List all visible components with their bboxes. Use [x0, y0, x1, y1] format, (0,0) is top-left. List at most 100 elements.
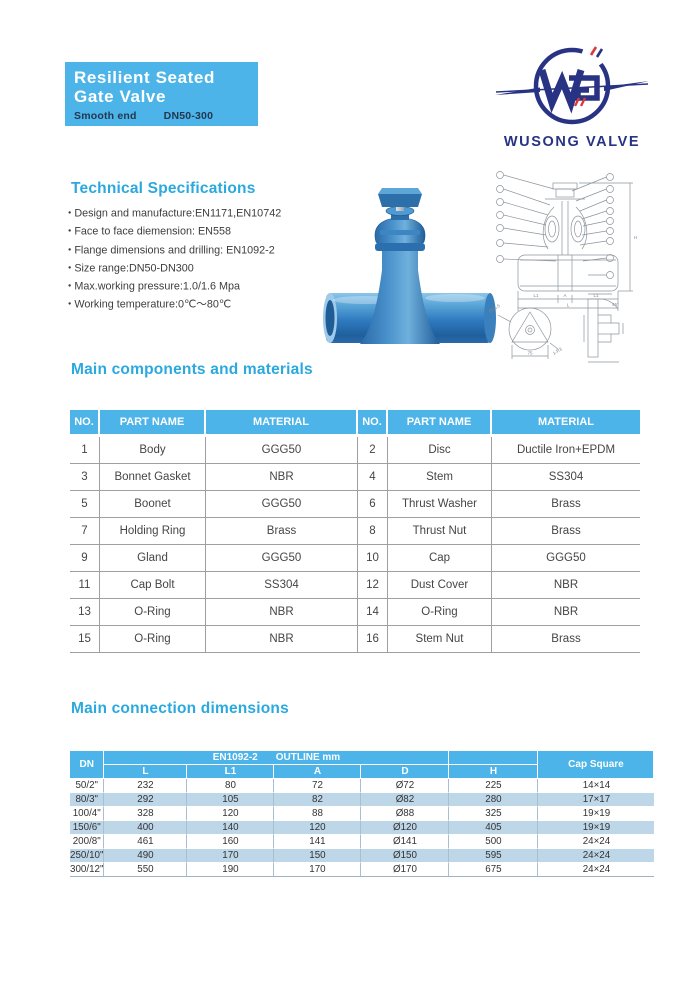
standard-label: EN1092-2 [212, 752, 258, 763]
logo-mark-icon [495, 45, 649, 125]
title-block: Resilient Seated Gate Valve Smooth end D… [65, 62, 258, 126]
valve-photo [323, 188, 496, 344]
table-cell: O-Ring [100, 626, 206, 653]
spec-item: Max.working pressure:1.0/1.6 Mpa [68, 278, 281, 296]
logo-wing-right [604, 81, 649, 91]
spec-item: Design and manufacture:EN1171,EN10742 [68, 205, 281, 223]
table-cell: 328 [104, 807, 188, 821]
table-cell: 100/4" [70, 807, 105, 821]
valve-pipe-bore-left [325, 300, 335, 336]
table-row: 150/6" 400 140 120 Ø120 405 19×19 [70, 821, 655, 835]
table-cell: 550 [104, 863, 188, 877]
table-cell: NBR [206, 599, 358, 626]
components-table-body: 1 Body GGG50 2 Disc Ductile Iron+EPDM 3 Bonnet … [70, 437, 640, 653]
table-row: 200/8" 461 160 141 Ø141 500 24×24 [70, 835, 655, 849]
spec-list: Design and manufacture:EN1171,EN10742Fac… [68, 205, 281, 315]
table-cell: Ø82 [361, 793, 450, 807]
table-cell: Ø150 [361, 849, 450, 863]
logo-slash-navy-icon [595, 48, 604, 58]
table-cell: GGG50 [206, 491, 358, 518]
table-cell: 170 [274, 863, 362, 877]
table-cell: Gland [100, 545, 206, 572]
table-cell: 400 [104, 821, 188, 835]
dim-l1-right: L1 [593, 293, 599, 298]
table-row: 3 Bonnet Gasket NBR 4 Stem SS304 [70, 464, 640, 491]
table-row: 50/2" 232 80 72 Ø72 225 14×14 [70, 779, 655, 793]
col-cap-square: Cap Square [538, 751, 655, 779]
table-cell: Holding Ring [100, 518, 206, 545]
table-cell: NBR [492, 572, 640, 599]
col-dn: DN [70, 751, 105, 779]
detail-width-label: 75 [527, 351, 533, 356]
detail-diameter-label: Ø55.5 [488, 303, 501, 314]
table-cell: 1 [70, 437, 100, 464]
table-cell: 292 [104, 793, 188, 807]
table-cell: 141 [274, 835, 362, 849]
table-cell: 675 [449, 863, 539, 877]
col-no-left: NO. [70, 410, 100, 437]
table-cell: 10 [358, 545, 388, 572]
dim-a: A [563, 293, 566, 298]
table-cell: 80/3" [70, 793, 105, 807]
table-cell: 72 [274, 779, 362, 793]
table-cell: 14 [358, 599, 388, 626]
table-cell: Dust Cover [388, 572, 492, 599]
table-cell: O-Ring [100, 599, 206, 626]
detail-fillet-label: 1-R3 [552, 346, 563, 356]
table-row: 15 O-Ring NBR 16 Stem Nut Brass [70, 626, 640, 653]
table-row: 7 Holding Ring Brass 8 Thrust Nut Brass [70, 518, 640, 545]
col-a: A [274, 765, 362, 779]
table-cell: 15 [70, 626, 100, 653]
table-cell: 190 [187, 863, 275, 877]
table-row: 5 Boonet GGG50 6 Thrust Washer Brass [70, 491, 640, 518]
components-table: NO. PART NAME MATERIAL NO. PART NAME MAT… [70, 410, 640, 653]
dim-l1-left: L1 [533, 293, 539, 298]
table-cell: 7 [70, 518, 100, 545]
table-cell: SS304 [206, 572, 358, 599]
col-h-spacer [449, 751, 539, 765]
outline-label: OUTLINE mm [275, 752, 341, 763]
col-no-right: NO. [358, 410, 388, 437]
table-cell: NBR [492, 599, 640, 626]
table-cell: 2 [358, 437, 388, 464]
table-cell: 150 [274, 849, 362, 863]
dimensions-table: DN EN1092-2 OUTLINE mm Cap Square L L1 A … [70, 751, 655, 877]
dimensions-header-row1: DN EN1092-2 OUTLINE mm Cap Square [70, 751, 655, 779]
table-row: 9 Gland GGG50 10 Cap GGG50 [70, 545, 640, 572]
table-cell: Disc [388, 437, 492, 464]
logo-g-slash1-icon [573, 97, 581, 107]
table-cell: 13 [70, 599, 100, 626]
table-cell: 232 [104, 779, 188, 793]
table-cell: 5 [70, 491, 100, 518]
table-cell: 16 [358, 626, 388, 653]
product-title-line2: Gate Valve [74, 87, 167, 106]
logo-wordmark: WUSONG VALVE [503, 134, 641, 150]
table-cell: Ø141 [361, 835, 450, 849]
product-title: Resilient Seated Gate Valve [74, 68, 258, 106]
table-cell: 500 [449, 835, 539, 849]
table-cell: 6 [358, 491, 388, 518]
table-cell: 150/6" [70, 821, 105, 835]
table-row: 80/3" 292 105 82 Ø82 280 17×17 [70, 793, 655, 807]
col-l: L [104, 765, 188, 779]
table-cell: 82 [274, 793, 362, 807]
table-cell: 105 [187, 793, 275, 807]
table-cell: 120 [274, 821, 362, 835]
logo-circle [533, 47, 611, 125]
table-cell: GGG50 [206, 437, 358, 464]
col-group-outline: EN1092-2 OUTLINE mm [104, 751, 450, 765]
table-cell: Ø72 [361, 779, 450, 793]
table-cell: 300/12" [70, 863, 105, 877]
table-cell: GGG50 [206, 545, 358, 572]
table-cell: Ø120 [361, 821, 450, 835]
cap-top-face [378, 188, 422, 194]
valve-body [360, 240, 440, 344]
size-range-label: DN50-300 [163, 110, 214, 122]
table-cell: 8 [358, 518, 388, 545]
table-cell: 225 [449, 779, 539, 793]
table-cell: 280 [449, 793, 539, 807]
product-title-line1: Resilient Seated [74, 68, 215, 87]
table-cell: 17×17 [538, 793, 655, 807]
table-row: 100/4" 328 120 88 Ø88 325 19×19 [70, 807, 655, 821]
